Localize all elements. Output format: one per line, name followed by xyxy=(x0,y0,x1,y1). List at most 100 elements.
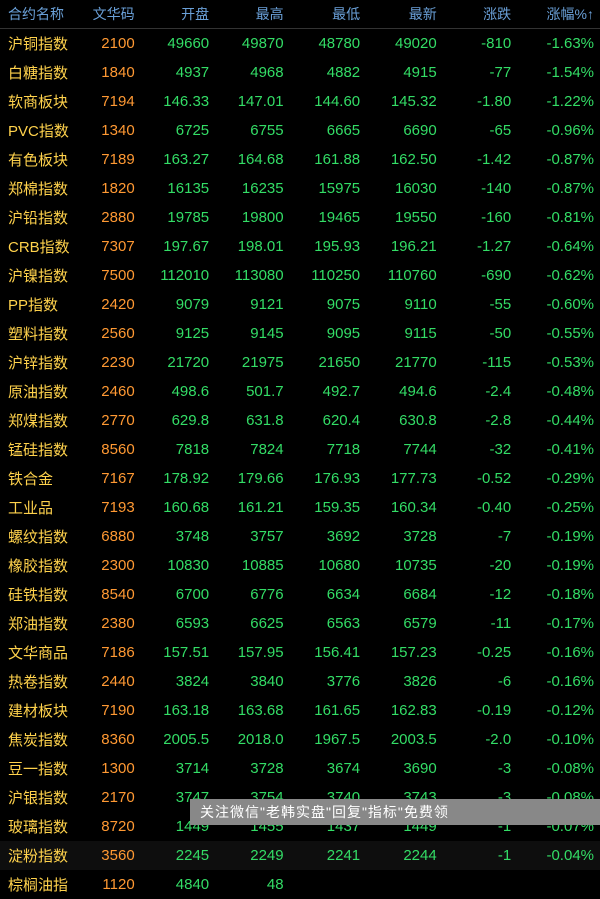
table-row[interactable]: 焦炭指数83602005.52018.01967.52003.5-2.0-0.1… xyxy=(0,725,600,754)
table-row[interactable]: 文华商品7186157.51157.95156.41157.23-0.25-0.… xyxy=(0,638,600,667)
cell-last: 494.6 xyxy=(366,377,443,406)
table-row[interactable]: 沪锌指数223021720219752165021770-115-0.53% xyxy=(0,348,600,377)
table-row[interactable]: 橡胶指数230010830108851068010735-20-0.19% xyxy=(0,551,600,580)
cell-code: 2300 xyxy=(81,551,141,580)
cell-last: 177.73 xyxy=(366,464,443,493)
col-header-name[interactable]: 合约名称 xyxy=(0,0,81,29)
cell-chgp: -0.81% xyxy=(517,203,600,232)
cell-name: 郑煤指数 xyxy=(0,406,81,435)
cell-chgp: -0.48% xyxy=(517,377,600,406)
cell-last: 16030 xyxy=(366,174,443,203)
cell-chgp: -1.54% xyxy=(517,58,600,87)
cell-name: 塑料指数 xyxy=(0,319,81,348)
cell-high: 501.7 xyxy=(215,377,289,406)
table-row[interactable]: CRB指数7307197.67198.01195.93196.21-1.27-0… xyxy=(0,232,600,261)
cell-name: 焦炭指数 xyxy=(0,725,81,754)
cell-name: 豆一指数 xyxy=(0,754,81,783)
table-row[interactable]: 锰硅指数85607818782477187744-32-0.41% xyxy=(0,435,600,464)
cell-chg: -0.19 xyxy=(443,696,517,725)
table-row[interactable]: PVC指数13406725675566656690-65-0.96% xyxy=(0,116,600,145)
cell-code: 7307 xyxy=(81,232,141,261)
cell-chg: -20 xyxy=(443,551,517,580)
table-row[interactable]: 硅铁指数85406700677666346684-12-0.18% xyxy=(0,580,600,609)
cell-low: 6665 xyxy=(290,116,367,145)
table-row[interactable]: 有色板块7189163.27164.68161.88162.50-1.42-0.… xyxy=(0,145,600,174)
cell-last: 157.23 xyxy=(366,638,443,667)
cell-low: 48780 xyxy=(290,29,367,59)
cell-low xyxy=(290,870,367,899)
cell-chgp: -0.87% xyxy=(517,145,600,174)
col-header-chgp[interactable]: 涨幅%↑ xyxy=(517,0,600,29)
cell-chg: -2.4 xyxy=(443,377,517,406)
table-row[interactable]: 铁合金7167178.92179.66176.93177.73-0.52-0.2… xyxy=(0,464,600,493)
cell-high: 16235 xyxy=(215,174,289,203)
cell-open: 4840 xyxy=(141,870,215,899)
table-row[interactable]: 淀粉指数35602245224922412244-1-0.04% xyxy=(0,841,600,870)
table-row[interactable]: 原油指数2460498.6501.7492.7494.6-2.4-0.48% xyxy=(0,377,600,406)
table-row[interactable]: 豆一指数13003714372836743690-3-0.08% xyxy=(0,754,600,783)
cell-chgp: -0.17% xyxy=(517,609,600,638)
cell-code: 8720 xyxy=(81,812,141,841)
table-row[interactable]: PP指数24209079912190759110-55-0.60% xyxy=(0,290,600,319)
cell-chg: -1.42 xyxy=(443,145,517,174)
cell-high: 6625 xyxy=(215,609,289,638)
cell-low: 161.65 xyxy=(290,696,367,725)
cell-high: 3757 xyxy=(215,522,289,551)
cell-low: 2241 xyxy=(290,841,367,870)
table-row[interactable]: 白糖指数18404937496848824915-77-1.54% xyxy=(0,58,600,87)
table-row[interactable]: 沪铅指数288019785198001946519550-160-0.81% xyxy=(0,203,600,232)
cell-chg: -0.25 xyxy=(443,638,517,667)
cell-last: 145.32 xyxy=(366,87,443,116)
cell-chg: -3 xyxy=(443,754,517,783)
table-row[interactable]: 建材板块7190163.18163.68161.65162.83-0.19-0.… xyxy=(0,696,600,725)
cell-code: 8360 xyxy=(81,725,141,754)
table-row[interactable]: 沪铜指数210049660498704878049020-810-1.63% xyxy=(0,29,600,59)
table-row[interactable]: 软商板块7194146.33147.01144.60145.32-1.80-1.… xyxy=(0,87,600,116)
cell-chgp: -0.62% xyxy=(517,261,600,290)
col-header-low[interactable]: 最低 xyxy=(290,0,367,29)
cell-high: 631.8 xyxy=(215,406,289,435)
table-row[interactable]: 郑煤指数2770629.8631.8620.4630.8-2.8-0.44% xyxy=(0,406,600,435)
cell-name: 白糖指数 xyxy=(0,58,81,87)
cell-open: 7818 xyxy=(141,435,215,464)
table-row[interactable]: 工业品7193160.68161.21159.35160.34-0.40-0.2… xyxy=(0,493,600,522)
table-row[interactable]: 热卷指数24403824384037763826-6-0.16% xyxy=(0,667,600,696)
table-row[interactable]: 塑料指数25609125914590959115-50-0.55% xyxy=(0,319,600,348)
cell-chg: -11 xyxy=(443,609,517,638)
cell-last: 3690 xyxy=(366,754,443,783)
cell-open: 3714 xyxy=(141,754,215,783)
col-header-high[interactable]: 最高 xyxy=(215,0,289,29)
cell-chg: -810 xyxy=(443,29,517,59)
table-row[interactable]: 沪镍指数7500112010113080110250110760-690-0.6… xyxy=(0,261,600,290)
col-header-code[interactable]: 文华码 xyxy=(81,0,141,29)
cell-chg: -0.40 xyxy=(443,493,517,522)
cell-last: 9115 xyxy=(366,319,443,348)
table-row[interactable]: 棕榈油指1120484048 xyxy=(0,870,600,899)
cell-low: 9095 xyxy=(290,319,367,348)
cell-last: 196.21 xyxy=(366,232,443,261)
table-row[interactable]: 郑棉指数182016135162351597516030-140-0.87% xyxy=(0,174,600,203)
cell-low: 6634 xyxy=(290,580,367,609)
cell-last: 2244 xyxy=(366,841,443,870)
cell-low: 1967.5 xyxy=(290,725,367,754)
col-header-chg[interactable]: 涨跌 xyxy=(443,0,517,29)
table-row[interactable]: 郑油指数23806593662565636579-11-0.17% xyxy=(0,609,600,638)
cell-code: 1840 xyxy=(81,58,141,87)
cell-chgp: -0.29% xyxy=(517,464,600,493)
cell-chg: -1.80 xyxy=(443,87,517,116)
cell-open: 3748 xyxy=(141,522,215,551)
cell-chg: -160 xyxy=(443,203,517,232)
cell-chgp: -1.22% xyxy=(517,87,600,116)
cell-code: 7500 xyxy=(81,261,141,290)
cell-chgp: -0.08% xyxy=(517,754,600,783)
cell-chgp: -0.19% xyxy=(517,551,600,580)
cell-last: 7744 xyxy=(366,435,443,464)
table-row[interactable]: 螺纹指数68803748375736923728-7-0.19% xyxy=(0,522,600,551)
cell-code: 3560 xyxy=(81,841,141,870)
cell-last: 49020 xyxy=(366,29,443,59)
cell-name: 有色板块 xyxy=(0,145,81,174)
cell-chg: -65 xyxy=(443,116,517,145)
col-header-open[interactable]: 开盘 xyxy=(141,0,215,29)
col-header-last[interactable]: 最新 xyxy=(366,0,443,29)
cell-code: 1820 xyxy=(81,174,141,203)
